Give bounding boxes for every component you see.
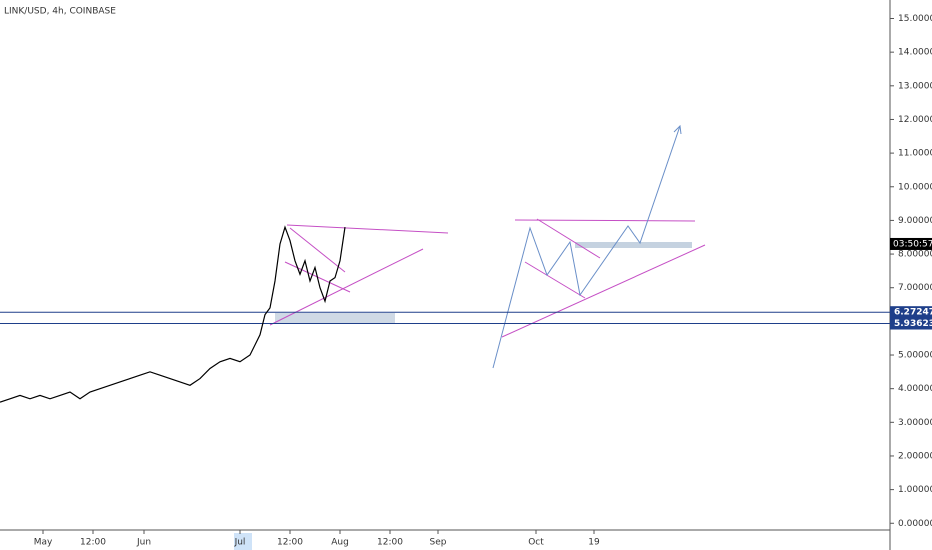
y-tick-label: 8.00000 <box>898 250 932 260</box>
price-tag-box <box>890 237 932 250</box>
y-tick-label: 15.00000 <box>898 14 932 24</box>
y-tick-label: 9.00000 <box>898 216 932 226</box>
price-label-box <box>890 306 932 319</box>
y-tick-label: 13.00000 <box>898 81 932 91</box>
y-tick-label: 7.00000 <box>898 283 932 293</box>
price-label-box <box>890 317 932 330</box>
y-tick-label: 10.00000 <box>898 182 932 192</box>
x-tick-label: Aug <box>331 538 349 548</box>
x-tick-label: 19 <box>588 538 600 548</box>
time-highlight <box>234 533 252 550</box>
y-tick-label: 14.00000 <box>898 48 932 58</box>
y-tick-label: 5.00000 <box>898 351 932 361</box>
zone <box>275 313 395 323</box>
x-tick-label: 12:00 <box>377 538 403 548</box>
y-tick-label: 11.00000 <box>898 149 932 159</box>
x-tick-label: Sep <box>430 538 447 548</box>
price-label: 5.93623 <box>894 319 932 329</box>
y-tick-label: 2.00000 <box>898 451 932 461</box>
y-tick-label: 12.00000 <box>898 115 932 125</box>
zone <box>575 242 692 248</box>
x-tick-label: 12:00 <box>80 538 106 548</box>
x-tick-label: 12:00 <box>277 538 303 548</box>
price-label: 6.27247 <box>894 308 932 318</box>
y-tick-label: 4.00000 <box>898 384 932 394</box>
price-line-series <box>0 225 346 403</box>
x-tick-label: Jun <box>136 538 151 548</box>
x-tick-label: Oct <box>528 538 544 548</box>
countdown: 03:50:57 <box>893 239 932 249</box>
x-tick-label: Jul <box>234 538 246 548</box>
y-tick-label: 0.00000 <box>898 519 932 529</box>
x-tick-label: May <box>34 538 53 548</box>
projection-arrows <box>492 124 682 369</box>
chart-title: LINK/USD, 4h, COINBASE <box>4 7 116 17</box>
trendlines <box>269 218 706 338</box>
y-tick-label: 3.00000 <box>898 418 932 428</box>
y-tick-label: 1.00000 <box>898 485 932 495</box>
